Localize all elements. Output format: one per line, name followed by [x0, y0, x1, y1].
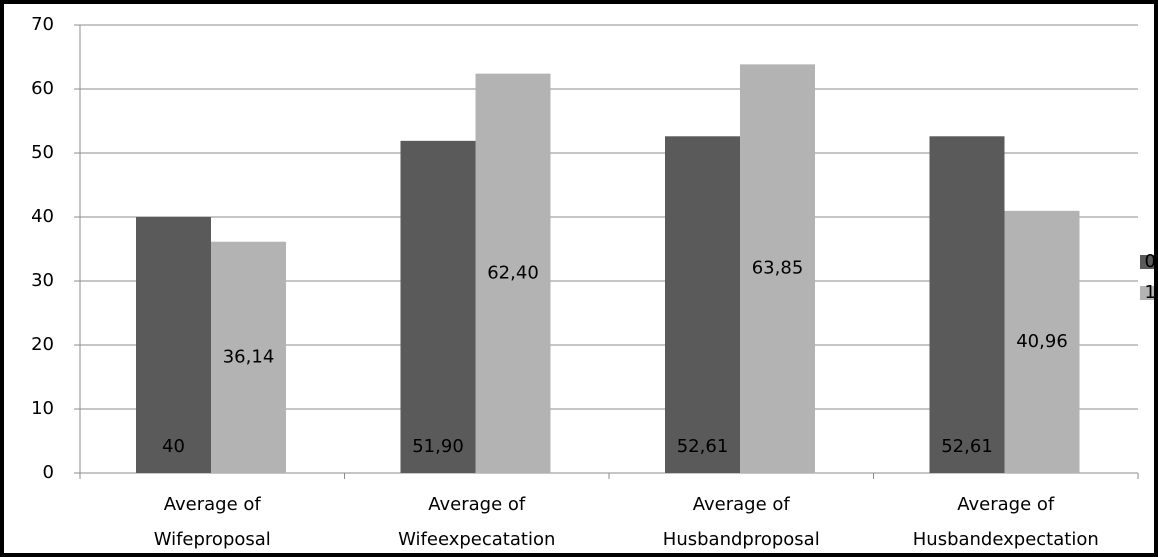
x-tick-label: Average of Wifeproposal — [154, 494, 271, 550]
data-label: 52,61 — [941, 436, 993, 457]
bar — [740, 64, 815, 474]
data-label: 52,61 — [677, 436, 729, 457]
bar — [475, 73, 551, 473]
y-tick-label: 0 — [43, 462, 54, 483]
y-tick-label: 30 — [31, 270, 54, 291]
x-tick-label: Average of Husbandexpectation — [913, 494, 1099, 550]
bar — [136, 217, 211, 473]
data-label: 63,85 — [752, 258, 804, 279]
bar — [211, 241, 286, 473]
data-label: 36,14 — [223, 346, 275, 367]
data-label: 40,96 — [1016, 331, 1068, 352]
y-tick-label: 40 — [31, 206, 54, 227]
bar — [1004, 210, 1080, 473]
y-tick-label: 20 — [31, 334, 54, 355]
data-label: 51,90 — [412, 436, 464, 457]
x-tick-label: Average of Wifeexpecatation — [398, 494, 555, 550]
legend-label: 1 — [1145, 282, 1156, 303]
bar — [929, 136, 1005, 473]
x-tick-label: Average of Husbandproposal — [663, 494, 820, 550]
y-tick-label: 50 — [31, 142, 54, 163]
y-tick-label: 10 — [31, 398, 54, 419]
y-tick-label: 70 — [31, 14, 54, 35]
legend-label: 0 — [1145, 251, 1156, 272]
y-tick-label: 60 — [31, 78, 54, 99]
legend-swatch — [1140, 255, 1154, 269]
data-label: 40 — [162, 436, 185, 457]
bar — [400, 140, 476, 473]
legend-swatch — [1140, 286, 1154, 300]
data-label: 62,40 — [487, 262, 539, 283]
bar — [665, 136, 740, 473]
